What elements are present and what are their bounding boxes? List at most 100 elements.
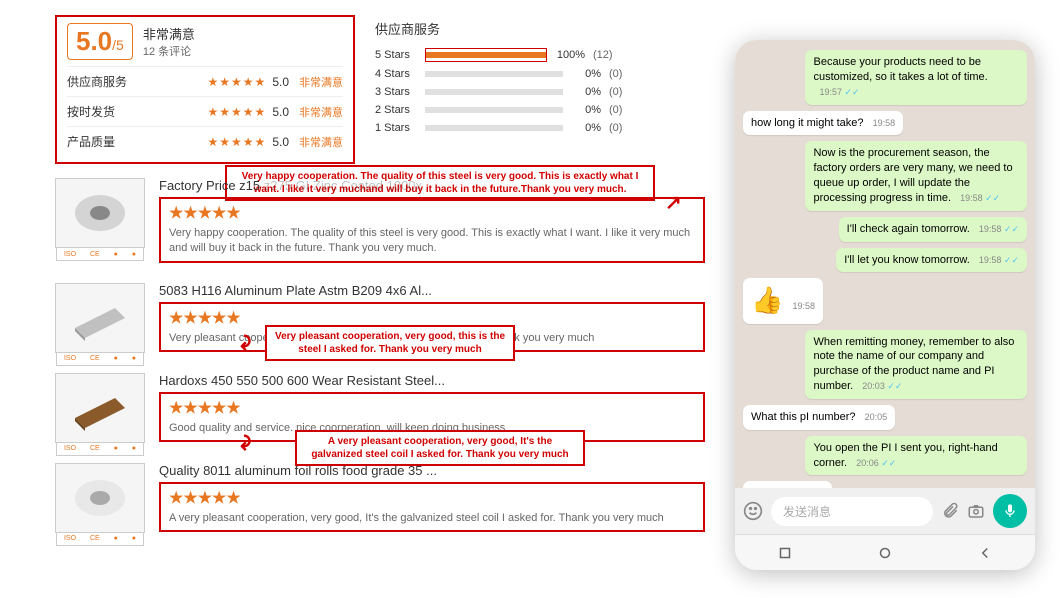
cert-strip: ISOCE●● — [56, 532, 144, 546]
product-thumbnail[interactable]: ISOCE●● — [55, 283, 145, 353]
message-time: 19:58 — [792, 301, 815, 311]
message-outgoing[interactable]: I'll check again tomorrow. 19:58 ✓✓ — [839, 217, 1027, 242]
dist-pct: 0% — [571, 86, 601, 98]
read-ticks-icon: ✓✓ — [1001, 224, 1019, 234]
message-time: 19:58 — [960, 193, 983, 203]
back-icon[interactable] — [976, 544, 994, 562]
rating-label: 产品质量 — [67, 133, 137, 150]
message-time: 20:06 — [856, 458, 879, 468]
stars-icon: ★★★★★ — [208, 75, 267, 89]
dist-count: (0) — [609, 122, 635, 134]
review-item: ISOCE●● Quality 8011 aluminum foil rolls… — [55, 463, 705, 533]
review-stars-icon: ★★★★★ — [169, 398, 241, 418]
android-nav-bar — [735, 534, 1035, 570]
dist-count: (0) — [609, 86, 635, 98]
thumbs-up-icon: 👍 — [751, 285, 783, 315]
dist-pct: 100% — [555, 49, 585, 61]
dist-pct: 0% — [571, 122, 601, 134]
attach-icon[interactable] — [941, 502, 959, 520]
rating-summary-box: 5.0/5 非常满意 12 条评论 供应商服务 ★★★★★5.0非常满意按时发货… — [55, 15, 355, 164]
overall-score: 5.0/5 — [67, 23, 133, 60]
message-outgoing[interactable]: You open the PI I sent you, right-hand c… — [805, 436, 1027, 476]
read-ticks-icon: ✓✓ — [842, 87, 860, 97]
message-incoming[interactable]: Ok I see 20:07 — [743, 481, 832, 488]
product-title[interactable]: Hardoxs 450 550 500 600 Wear Resistant S… — [159, 373, 705, 388]
dist-label: 4 Stars — [375, 68, 417, 80]
product-title[interactable]: Factory Price z15 z275 GI Zinc Coated 10… — [159, 178, 705, 193]
product-thumbnail[interactable]: ISOCE●● — [55, 178, 145, 248]
message-text: You open the PI I sent you, right-hand c… — [813, 442, 997, 469]
message-time: 19:57 — [819, 87, 842, 97]
message-input[interactable]: 发送消息 — [771, 497, 933, 526]
rating-row: 按时发货 ★★★★★5.0非常满意 — [67, 96, 343, 126]
camera-icon[interactable] — [967, 502, 985, 520]
review-stars-icon: ★★★★★ — [169, 308, 241, 328]
cert-strip: ISOCE●● — [56, 442, 144, 456]
message-incoming[interactable]: how long it might take? 19:58 — [743, 111, 903, 136]
review-box: ★★★★★ A very pleasant cooperation, very … — [159, 482, 705, 532]
message-time: 20:05 — [865, 412, 888, 422]
message-incoming[interactable]: 👍 19:58 — [743, 278, 823, 323]
distribution-title: 供应商服务 — [375, 19, 635, 38]
annotation-2: Very pleasant cooperation, very good, th… — [265, 325, 515, 361]
read-ticks-icon: ✓✓ — [983, 193, 1001, 203]
dist-count: (0) — [609, 68, 635, 80]
message-incoming[interactable]: What this pI number? 20:05 — [743, 405, 895, 430]
rating-score: 5.0 — [272, 105, 289, 119]
message-text: how long it might take? — [751, 117, 864, 129]
emoji-icon[interactable] — [743, 501, 763, 521]
message-outgoing[interactable]: When remitting money, remember to also n… — [805, 330, 1027, 399]
mic-button[interactable] — [993, 494, 1027, 528]
product-title[interactable]: 5083 H116 Aluminum Plate Astm B209 4x6 A… — [159, 283, 705, 298]
distribution-row: 4 Stars 0% (0) — [375, 68, 635, 80]
left-panel: 5.0/5 非常满意 12 条评论 供应商服务 ★★★★★5.0非常满意按时发货… — [55, 15, 705, 553]
read-ticks-icon: ✓✓ — [879, 458, 897, 468]
rating-title: 非常满意 — [143, 24, 195, 43]
review-stars-icon: ★★★★★ — [169, 203, 241, 223]
message-time: 19:58 — [979, 224, 1002, 234]
chat-input-bar: 发送消息 — [735, 488, 1035, 534]
rating-row: 产品质量 ★★★★★5.0非常满意 — [67, 126, 343, 156]
distribution-row: 1 Stars 0% (0) — [375, 122, 635, 134]
product-thumbnail[interactable]: ISOCE●● — [55, 463, 145, 533]
dist-count: (0) — [609, 104, 635, 116]
distribution-row: 3 Stars0%(0) — [375, 86, 635, 98]
message-time: 20:03 — [862, 381, 885, 391]
message-text: I'll check again tomorrow. — [847, 223, 970, 235]
rating-score: 5.0 — [272, 75, 289, 89]
message-outgoing[interactable]: I'll let you know tomorrow. 19:58 ✓✓ — [836, 248, 1027, 273]
dist-label: 5 Stars — [375, 49, 417, 61]
top-section: 5.0/5 非常满意 12 条评论 供应商服务 ★★★★★5.0非常满意按时发货… — [55, 15, 705, 164]
dist-label: 1 Stars — [375, 122, 417, 134]
rating-tag: 非常满意 — [299, 137, 343, 149]
message-text: I'll let you know tomorrow. — [844, 254, 970, 266]
chat-area[interactable]: Because your products need to be customi… — [735, 40, 1035, 488]
cert-strip: ISOCE●● — [56, 352, 144, 366]
read-ticks-icon: ✓✓ — [885, 381, 903, 391]
rating-tag: 非常满意 — [299, 77, 343, 89]
arrow-icon: ↷ — [231, 434, 256, 451]
rating-tag: 非常满意 — [299, 107, 343, 119]
dist-pct: 0% — [571, 104, 601, 116]
recent-apps-icon[interactable] — [776, 544, 794, 562]
review-text: Very happy cooperation. The quality of t… — [169, 226, 695, 257]
message-text: Ok I see — [751, 487, 792, 488]
rating-subtitle: 12 条评论 — [143, 43, 195, 59]
dist-label: 2 Stars — [375, 104, 417, 116]
rating-label: 供应商服务 — [67, 73, 137, 90]
review-item: ISOCE●● Factory Price z15 z275 GI Zinc C… — [55, 178, 705, 263]
cert-strip: ISOCE●● — [56, 247, 144, 261]
message-outgoing[interactable]: Because your products need to be customi… — [805, 50, 1027, 105]
home-icon[interactable] — [876, 544, 894, 562]
review-text: A very pleasant cooperation, very good, … — [169, 511, 695, 526]
product-thumbnail[interactable]: ISOCE●● — [55, 373, 145, 443]
dist-count: (12) — [593, 49, 619, 61]
message-outgoing[interactable]: Now is the procurement season, the facto… — [805, 141, 1027, 210]
stars-icon: ★★★★★ — [208, 105, 267, 119]
review-stars-icon: ★★★★★ — [169, 488, 241, 508]
message-time: 19:58 — [979, 255, 1002, 265]
dist-pct: 0% — [571, 68, 601, 80]
distribution-row: 5 Stars 100% (12) — [375, 48, 635, 62]
message-time: 19:58 — [873, 118, 896, 128]
arrow-icon: ↷ — [231, 334, 256, 351]
